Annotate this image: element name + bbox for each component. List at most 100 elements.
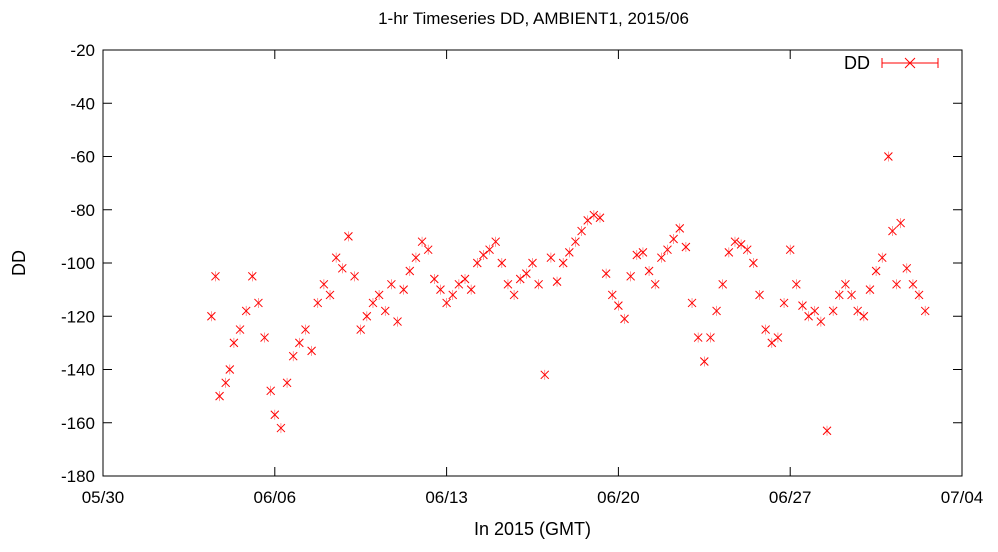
data-point xyxy=(301,324,310,335)
point-marker xyxy=(773,333,783,342)
data-point xyxy=(589,210,599,221)
data-point xyxy=(614,300,623,311)
point-marker xyxy=(828,306,838,316)
data-point xyxy=(859,311,869,322)
data-point xyxy=(380,305,390,316)
point-marker xyxy=(675,224,685,233)
point-marker xyxy=(417,237,427,247)
data-point xyxy=(331,252,341,263)
data-point xyxy=(902,263,912,274)
point-marker xyxy=(362,311,372,321)
point-marker xyxy=(229,338,239,348)
point-marker xyxy=(325,290,335,300)
point-marker xyxy=(892,279,901,289)
point-marker xyxy=(699,357,709,366)
data-point xyxy=(417,236,427,247)
data-point xyxy=(405,265,415,276)
data-point xyxy=(254,297,263,308)
point-marker xyxy=(454,279,464,289)
data-point xyxy=(368,297,378,308)
point-marker xyxy=(294,338,304,348)
data-point xyxy=(810,305,820,316)
data-point xyxy=(436,284,445,295)
data-point xyxy=(325,289,335,300)
data-point xyxy=(491,236,501,247)
legend-marker xyxy=(881,57,939,69)
data-point xyxy=(448,289,458,300)
point-marker xyxy=(534,279,543,289)
y-tick-label: -180 xyxy=(61,467,95,486)
point-marker xyxy=(368,298,378,308)
point-marker xyxy=(724,247,734,257)
point-marker xyxy=(920,306,930,316)
data-point xyxy=(503,279,513,290)
point-marker xyxy=(896,218,905,228)
y-tick-label: -160 xyxy=(61,414,95,433)
data-point xyxy=(822,425,832,436)
data-point xyxy=(607,289,617,300)
data-point xyxy=(460,273,470,284)
point-marker xyxy=(479,250,488,260)
point-marker xyxy=(436,285,445,294)
data-point xyxy=(620,313,629,324)
data-point xyxy=(687,297,697,308)
point-marker xyxy=(282,378,292,388)
data-point xyxy=(847,289,856,300)
point-marker xyxy=(254,298,263,308)
point-marker xyxy=(779,298,789,308)
chart-title: 1-hr Timeseries DD, AMBIENT1, 2015/06 xyxy=(378,9,689,28)
data-point xyxy=(472,258,482,268)
point-marker xyxy=(638,247,648,257)
point-marker xyxy=(791,279,801,289)
point-marker xyxy=(331,253,341,263)
x-tick-label: 06/20 xyxy=(597,488,640,507)
data-point xyxy=(337,263,347,274)
point-marker xyxy=(669,234,678,244)
point-marker xyxy=(540,370,550,380)
data-point xyxy=(724,247,734,258)
point-marker xyxy=(908,279,918,289)
point-marker xyxy=(767,338,777,348)
data-point xyxy=(681,242,691,253)
x-axis-label: In 2015 (GMT) xyxy=(474,519,591,539)
data-point xyxy=(344,231,353,242)
point-marker xyxy=(877,253,887,263)
data-point xyxy=(884,151,893,162)
point-marker xyxy=(399,285,409,294)
y-tick-label: -80 xyxy=(70,201,95,220)
point-marker xyxy=(356,325,366,334)
point-marker xyxy=(798,301,807,310)
point-marker xyxy=(564,247,574,257)
data-point xyxy=(454,279,464,290)
data-point xyxy=(718,279,728,290)
data-point xyxy=(229,337,239,348)
point-marker xyxy=(266,386,276,396)
point-marker xyxy=(644,266,654,276)
data-point xyxy=(319,279,329,290)
point-marker xyxy=(411,253,421,263)
data-point xyxy=(779,297,789,308)
point-marker xyxy=(785,245,795,255)
y-axis-label: DD xyxy=(9,250,29,276)
point-marker xyxy=(503,279,513,289)
point-marker xyxy=(718,279,728,289)
point-marker xyxy=(319,279,329,289)
data-point xyxy=(307,345,316,356)
data-point xyxy=(834,289,844,300)
data-point xyxy=(442,297,451,308)
point-marker xyxy=(884,152,893,161)
point-marker xyxy=(472,258,482,268)
data-point xyxy=(730,236,740,247)
data-point xyxy=(552,276,562,287)
legend: DD xyxy=(844,53,939,73)
data-point xyxy=(816,316,826,327)
data-point xyxy=(235,324,245,335)
data-point xyxy=(571,236,580,247)
x-tick-label: 06/06 xyxy=(254,488,297,507)
point-marker xyxy=(607,290,617,300)
data-point xyxy=(920,305,930,316)
data-point xyxy=(221,377,231,388)
point-marker xyxy=(337,263,347,273)
data-point xyxy=(399,284,409,295)
data-point xyxy=(804,311,813,322)
